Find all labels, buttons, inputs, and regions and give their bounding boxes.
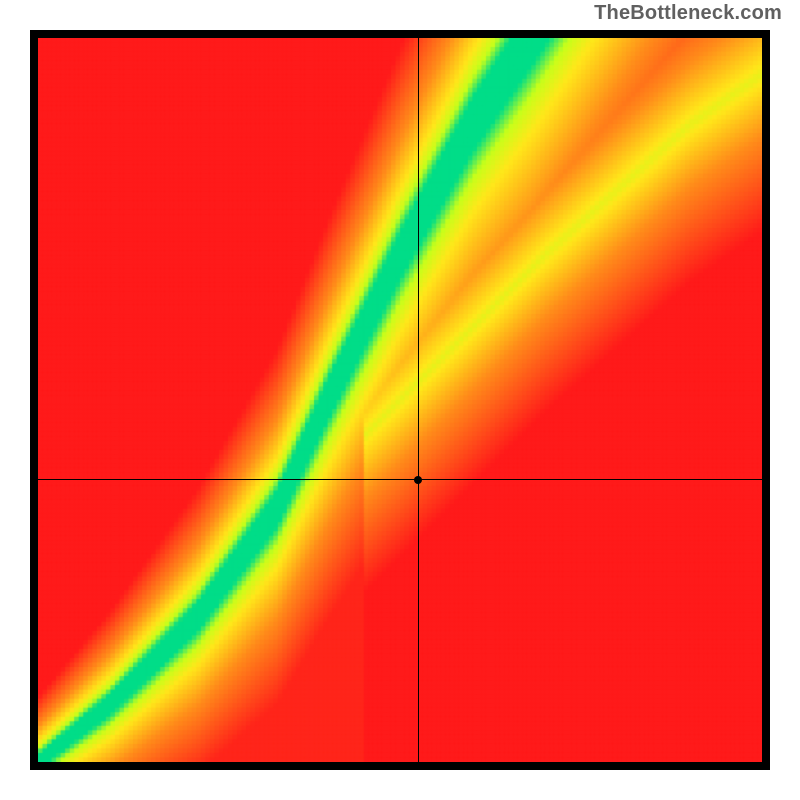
plot-area	[38, 38, 762, 762]
root: TheBottleneck.com	[0, 0, 800, 800]
plot-frame	[30, 30, 770, 770]
crosshair-vertical	[418, 38, 419, 762]
crosshair-horizontal	[38, 479, 762, 480]
watermark-text: TheBottleneck.com	[594, 2, 782, 25]
heatmap-canvas	[38, 38, 762, 762]
crosshair-point	[414, 476, 422, 484]
